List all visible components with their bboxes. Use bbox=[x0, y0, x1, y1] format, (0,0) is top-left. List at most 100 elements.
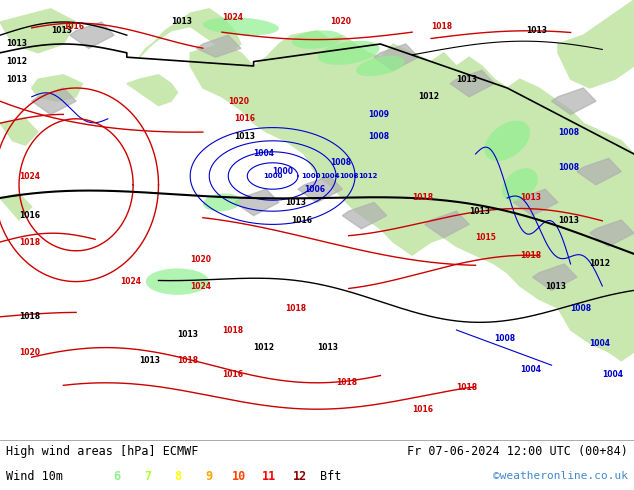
Polygon shape bbox=[139, 9, 241, 57]
Polygon shape bbox=[374, 44, 418, 71]
Text: 1015: 1015 bbox=[476, 233, 496, 242]
Polygon shape bbox=[450, 71, 495, 97]
Text: 1016: 1016 bbox=[222, 369, 243, 378]
Text: ©weatheronline.co.uk: ©weatheronline.co.uk bbox=[493, 471, 628, 481]
Text: 1013: 1013 bbox=[171, 18, 192, 26]
Polygon shape bbox=[577, 158, 621, 185]
Text: 1006: 1006 bbox=[304, 185, 325, 194]
Text: 1016: 1016 bbox=[292, 216, 313, 224]
Text: 1004: 1004 bbox=[320, 173, 340, 179]
Ellipse shape bbox=[318, 41, 380, 65]
Ellipse shape bbox=[484, 121, 530, 161]
Text: 1020: 1020 bbox=[190, 255, 211, 264]
Text: 1024: 1024 bbox=[19, 172, 40, 180]
Text: 1018: 1018 bbox=[222, 325, 243, 335]
Text: 1018: 1018 bbox=[431, 22, 452, 31]
Polygon shape bbox=[552, 88, 596, 114]
Text: 1018: 1018 bbox=[178, 356, 198, 366]
Text: 1008: 1008 bbox=[495, 334, 515, 343]
Polygon shape bbox=[70, 22, 114, 49]
Text: 12: 12 bbox=[293, 469, 307, 483]
Polygon shape bbox=[558, 0, 634, 88]
Text: 1013: 1013 bbox=[178, 330, 198, 339]
Text: 1000: 1000 bbox=[273, 167, 294, 176]
Text: 1000: 1000 bbox=[301, 173, 321, 179]
Text: 11: 11 bbox=[262, 469, 276, 483]
Text: 1018: 1018 bbox=[19, 312, 40, 321]
Text: 1013: 1013 bbox=[526, 26, 547, 35]
Text: High wind areas [hPa] ECMWF: High wind areas [hPa] ECMWF bbox=[6, 444, 198, 458]
Text: 1008: 1008 bbox=[330, 158, 351, 167]
Text: 1013: 1013 bbox=[545, 281, 566, 291]
Text: 1013: 1013 bbox=[235, 132, 256, 141]
Text: 1016: 1016 bbox=[63, 22, 84, 31]
Polygon shape bbox=[0, 194, 32, 220]
Text: 1012: 1012 bbox=[418, 92, 439, 101]
Text: 1018: 1018 bbox=[19, 238, 40, 246]
Text: 1012: 1012 bbox=[6, 57, 27, 66]
Text: 1016: 1016 bbox=[235, 114, 256, 123]
Text: 1018: 1018 bbox=[412, 194, 433, 202]
Text: 1000: 1000 bbox=[263, 173, 282, 179]
Ellipse shape bbox=[292, 30, 342, 49]
Text: 1008: 1008 bbox=[368, 132, 389, 141]
Text: 1013: 1013 bbox=[520, 194, 541, 202]
Text: Fr 07-06-2024 12:00 UTC (00+84): Fr 07-06-2024 12:00 UTC (00+84) bbox=[407, 444, 628, 458]
Polygon shape bbox=[32, 75, 82, 101]
Text: 1004: 1004 bbox=[590, 339, 611, 348]
Ellipse shape bbox=[203, 194, 241, 211]
Text: 1013: 1013 bbox=[317, 343, 338, 352]
Ellipse shape bbox=[502, 168, 538, 201]
Text: 1013: 1013 bbox=[558, 216, 579, 224]
Polygon shape bbox=[235, 189, 279, 216]
Text: 1020: 1020 bbox=[228, 97, 249, 106]
Text: 1008: 1008 bbox=[571, 303, 592, 313]
Text: 1016: 1016 bbox=[412, 405, 433, 414]
Text: 1004: 1004 bbox=[520, 365, 541, 374]
Polygon shape bbox=[425, 211, 469, 238]
Text: 1024: 1024 bbox=[222, 13, 243, 22]
Text: 7: 7 bbox=[144, 469, 152, 483]
Text: Wind 10m: Wind 10m bbox=[6, 469, 63, 483]
Text: 1024: 1024 bbox=[190, 281, 211, 291]
Ellipse shape bbox=[146, 269, 209, 295]
Polygon shape bbox=[590, 220, 634, 246]
Text: 1018: 1018 bbox=[285, 303, 306, 313]
Text: 1008: 1008 bbox=[558, 163, 579, 172]
Polygon shape bbox=[127, 75, 178, 106]
Text: Bft: Bft bbox=[320, 469, 341, 483]
Text: 1004: 1004 bbox=[602, 369, 623, 378]
Polygon shape bbox=[0, 119, 38, 145]
Text: 1018: 1018 bbox=[520, 251, 541, 260]
Text: 1018: 1018 bbox=[456, 383, 477, 392]
Ellipse shape bbox=[203, 17, 279, 35]
Text: 1013: 1013 bbox=[51, 26, 72, 35]
Text: 1013: 1013 bbox=[6, 40, 27, 49]
Polygon shape bbox=[298, 176, 342, 202]
Text: 1008: 1008 bbox=[558, 127, 579, 137]
Text: 1004: 1004 bbox=[254, 149, 275, 158]
Text: 1008: 1008 bbox=[339, 173, 359, 179]
Text: 1020: 1020 bbox=[330, 18, 351, 26]
Polygon shape bbox=[32, 88, 76, 114]
Ellipse shape bbox=[356, 56, 404, 76]
Text: 1009: 1009 bbox=[368, 110, 389, 119]
Text: 1012: 1012 bbox=[358, 173, 378, 179]
Text: 6: 6 bbox=[113, 469, 121, 483]
Text: 1012: 1012 bbox=[590, 260, 611, 269]
Text: 1013: 1013 bbox=[139, 356, 160, 366]
Polygon shape bbox=[190, 31, 634, 361]
Text: 1016: 1016 bbox=[19, 211, 40, 220]
Text: 1013: 1013 bbox=[456, 74, 477, 84]
Text: 9: 9 bbox=[205, 469, 212, 483]
Polygon shape bbox=[342, 202, 387, 229]
Polygon shape bbox=[197, 35, 241, 57]
Text: 1012: 1012 bbox=[254, 343, 275, 352]
Polygon shape bbox=[514, 189, 558, 216]
Text: 1013: 1013 bbox=[285, 198, 306, 207]
Text: 1013: 1013 bbox=[469, 207, 490, 216]
Text: 1013: 1013 bbox=[6, 74, 27, 84]
Polygon shape bbox=[533, 264, 577, 291]
Text: 1018: 1018 bbox=[336, 378, 357, 387]
Text: 1024: 1024 bbox=[120, 277, 141, 286]
